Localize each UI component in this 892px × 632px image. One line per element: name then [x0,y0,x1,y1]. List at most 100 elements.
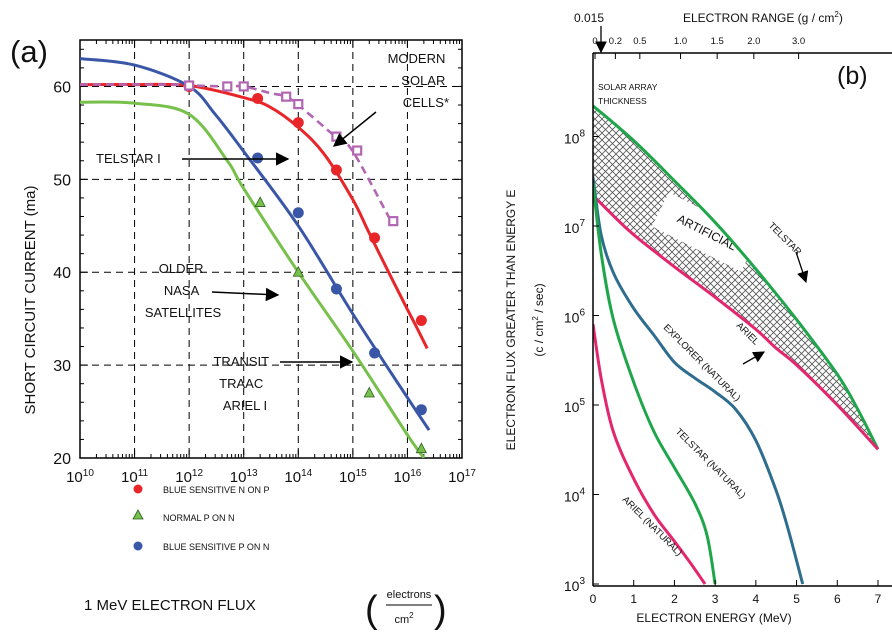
arrow-ariel-b [742,351,766,365]
chart-a-x-unit-close-paren: ) [434,589,447,631]
chart-a-x-axis-label: 1 MeV ELECTRON FLUX ( electrons cm2 ) [84,589,447,631]
point-blue-sensitive-p-on-n [292,207,304,219]
panel-label-a: (a) [10,34,48,69]
point-blue-sensitive-p-on-n [415,404,427,416]
chart-b-y-tick-label: 106 [564,308,586,326]
chart-a-x-tick-label: 1010 [66,468,94,486]
point-modern-solar-cells [222,81,233,92]
chart-a-plot-frame [79,39,463,459]
point-modern-solar-cells [388,216,399,227]
chart-b-x-tick-label: 7 [875,592,882,606]
chart-b-series-curves [593,104,880,585]
artificial-flux-band [593,105,878,450]
annotation-modern-solar-cells: MODERN SOLAR CELLS* [388,51,449,110]
curve-label-telstar: TELSTAR [766,220,804,258]
chart-b-y-axis-units: (c / cm2 / sec) [531,283,546,356]
chart-b-top-axis-label: ELECTRON RANGE (g / cm2) [683,10,843,25]
chart-a-grid [80,40,462,458]
chart-a-y-tick-label: 40 [53,265,71,282]
curve-label-ariel-natural: ARIEL (NATURAL) [620,494,684,558]
chart-b-top-tick-label: 1.0 [674,36,687,47]
chart-b-y-tick-label: 108 [564,129,586,147]
chart-a-x-axis-title: 1 MeV ELECTRON FLUX [84,597,256,614]
curve-b-telstar [593,104,880,450]
solar-array-thickness-label: SOLAR ARRAY THICKNESS [598,82,660,106]
chart-b-x-tick-label: 4 [753,592,760,606]
chart-b-top-tick-label: 0.2 [609,36,622,47]
chart-b-x-tick-label: 2 [671,592,678,606]
chart-a-x-unit-open-paren: ( [365,589,378,631]
point-modern-solar-cells [238,81,249,92]
chart-b-y-tick-label: 104 [564,487,586,505]
curve-b-ariel-natural [593,323,707,585]
chart-a-ticks [79,40,462,459]
chart-a-y-tick-labels: 20 30 40 50 60 [53,79,71,468]
chart-b-x-tick-label: 5 [793,592,800,606]
chart-b-x-tick-label: 0 [590,592,597,606]
curve-label-telstar-natural: TELSTAR (NATURAL) [673,426,748,501]
point-modern-solar-cells [281,91,292,102]
curve-label-explorer-natural: EXPLORER (NATURAL) [661,322,743,404]
chart-a-y-tick-label: 30 [53,358,71,375]
chart-b-x-tick-label: 1 [630,592,637,606]
chart-a-x-tick-labels: 1010 1011 1012 1013 1014 1015 1016 1017 [66,468,476,486]
chart-a-x-unit-denominator: cm2 [394,611,414,626]
point-normal-p-on-n [292,265,304,277]
chart-a: (a) 20 30 40 50 60 1010 1011 1012 1013 1014 1015 1… [10,34,476,631]
curve-blue-sensitive-n-on-p [80,82,429,350]
chart-b-x-tick-labels: 0 1 2 3 4 5 6 7 [590,592,882,606]
chart-a-x-tick-label: 1015 [339,468,367,486]
chart-a-x-tick-label: 1012 [175,468,203,486]
legend-label-p-on-n-blue: BLUE SENSITIVE P ON N [163,542,269,552]
point-modern-solar-cells [331,131,342,142]
point-blue-sensitive-n-on-p [292,117,304,129]
chart-b-top-extra-tick-label: 0.015 [574,11,604,25]
chart-a-y-tick-label: 60 [53,79,71,96]
chart-b-top-tick-label: 1.5 [711,36,724,47]
legend-marker-p-on-n-blue [133,541,143,551]
chart-b-ticks [592,53,879,586]
point-normal-p-on-n [363,386,375,398]
chart-b-x-tick-label: 3 [712,592,719,606]
legend-label-n-on-p: BLUE SENSITIVE N ON P [163,485,270,495]
point-modern-solar-cells [184,80,195,91]
point-blue-sensitive-p-on-n [252,152,264,164]
curve-normal-p-on-n [80,100,426,458]
chart-a-series-points [183,80,428,454]
chart-b-top-tick-label: 2.0 [747,36,760,47]
chart-a-x-tick-label: 1017 [448,468,476,486]
chart-b-top-tick-label: 0.5 [633,36,646,47]
point-blue-sensitive-p-on-n [330,283,342,295]
chart-b-x-axis-label: ELECTRON ENERGY (MeV) [636,611,791,625]
chart-b-y-tick-labels: 103 104 105 106 107 108 [564,129,586,595]
artificial-label-box [651,192,759,272]
chart-b-top-tick-label: 0 [592,36,597,47]
point-blue-sensitive-n-on-p [252,93,264,105]
point-modern-solar-cells [352,145,363,156]
chart-a-x-tick-label: 1011 [121,468,149,486]
point-blue-sensitive-p-on-n [369,347,381,359]
curve-b-telstar-natural [593,183,717,585]
annotation-telstar: TELSTAR I [96,151,161,166]
chart-a-y-axis-label: SHORT CIRCUIT CURRENT (ma) [22,186,39,415]
arrow-telstar-b [795,251,809,284]
chart-a-x-tick-label: 1014 [284,468,312,486]
legend-label-p-on-n-normal: NORMAL P ON N [163,513,235,523]
chart-b-x-tick-label: 6 [834,592,841,606]
panel-label-b: (b) [837,62,868,90]
chart-a-y-tick-label: 20 [53,451,71,468]
point-normal-p-on-n [415,442,428,454]
arrow-older-nasa-satellites [211,287,280,302]
point-blue-sensitive-n-on-p [369,232,381,244]
chart-a-legend: BLUE SENSITIVE N ON P NORMAL P ON N BLUE… [132,484,270,552]
chart-a-x-tick-label: 1013 [230,468,258,486]
chart-b-top-tick-label: 3.0 [792,36,805,47]
annotation-transit-traac-ariel: TRANSIT TRAAC ARIEL I [213,354,272,413]
chart-b-top-tick-labels: 0 0.2 0.5 1.0 1.5 2.0 3.0 [592,36,805,47]
chart-b-y-tick-label: 107 [564,218,586,236]
annotation-older-nasa-satellites: OLDER NASA SATELLITES [145,261,222,320]
legend-marker-p-on-n-normal [132,509,144,520]
chart-a-y-tick-label: 50 [53,172,71,189]
